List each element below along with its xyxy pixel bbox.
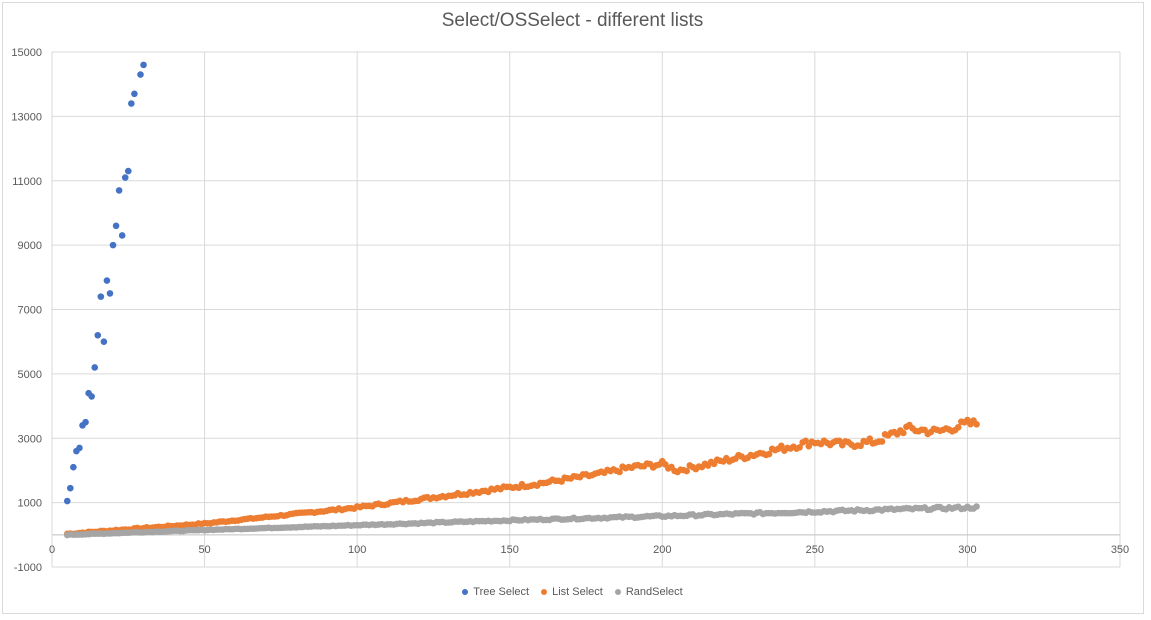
data-point	[857, 442, 864, 450]
series-randselect	[63, 503, 980, 539]
legend-label: Tree Select	[473, 586, 530, 598]
data-point	[121, 174, 129, 181]
data-point	[106, 290, 114, 297]
data-point	[765, 450, 773, 458]
data-point	[683, 467, 690, 475]
data-point	[88, 393, 95, 400]
data-point	[973, 503, 980, 510]
data-point	[137, 71, 144, 78]
data-point	[118, 232, 126, 239]
data-point	[954, 423, 962, 431]
gridlines	[52, 51, 1121, 568]
data-point	[67, 484, 74, 492]
x-tick-label: 50	[198, 544, 210, 556]
legend-swatch	[614, 589, 621, 595]
data-point	[131, 90, 138, 98]
data-point	[70, 463, 77, 471]
legend-label: RandSelect	[625, 586, 683, 598]
y-tick-label: 1000	[18, 498, 42, 510]
data-point	[900, 429, 907, 437]
y-tick-label: 5000	[18, 369, 42, 381]
data-point	[100, 338, 108, 345]
legend-label: List Select	[552, 586, 603, 598]
data-point	[802, 437, 810, 445]
data-point	[82, 418, 89, 426]
y-tick-label: 13000	[11, 111, 42, 123]
data-point	[115, 187, 123, 194]
data-point	[973, 420, 980, 428]
data-point	[124, 167, 132, 175]
data-point	[878, 438, 886, 445]
data-point	[109, 241, 117, 249]
series-tree-select	[63, 61, 147, 505]
x-tick-label: 250	[806, 544, 824, 556]
y-tick-label: 11000	[12, 176, 42, 188]
x-tick-label: 0	[49, 544, 55, 556]
chart-title: Select/OSSelect - different lists	[441, 10, 704, 31]
legend-item: Tree Select	[462, 586, 529, 598]
data-point	[91, 364, 99, 371]
legend-swatch	[462, 589, 469, 595]
x-tick-label: 200	[653, 544, 671, 556]
data-point	[103, 277, 111, 284]
data-point	[97, 293, 105, 300]
data-point	[777, 442, 785, 450]
data-point	[76, 444, 83, 452]
legend-swatch	[541, 589, 548, 595]
legend-item: List Select	[541, 586, 603, 598]
data-point	[866, 435, 874, 442]
data-point	[112, 222, 120, 230]
y-tick-label: 3000	[18, 433, 42, 445]
data-point	[796, 444, 803, 451]
data-point	[94, 331, 102, 339]
series-list-select	[63, 416, 980, 538]
y-tick-label: -1000	[14, 562, 42, 574]
x-tick-label: 150	[501, 544, 519, 556]
data-point	[63, 497, 71, 505]
data-point	[128, 100, 135, 107]
data-point	[140, 61, 147, 69]
x-tick-label: 100	[348, 544, 366, 556]
legend-item: RandSelect	[614, 586, 683, 598]
x-tick-label: 350	[1111, 544, 1129, 556]
axes	[51, 52, 1120, 567]
tick-labels: -100010003000500070009000110001300015000…	[11, 47, 1129, 574]
legend: Tree Select List Select RandSelect	[0, 586, 1145, 598]
x-tick-label: 300	[958, 544, 976, 556]
y-tick-label: 7000	[18, 305, 42, 317]
y-tick-label: 9000	[18, 240, 42, 252]
data-series	[63, 61, 980, 539]
y-tick-label: 15000	[11, 47, 42, 59]
data-point	[616, 468, 623, 476]
chart-area	[2, 2, 1144, 614]
